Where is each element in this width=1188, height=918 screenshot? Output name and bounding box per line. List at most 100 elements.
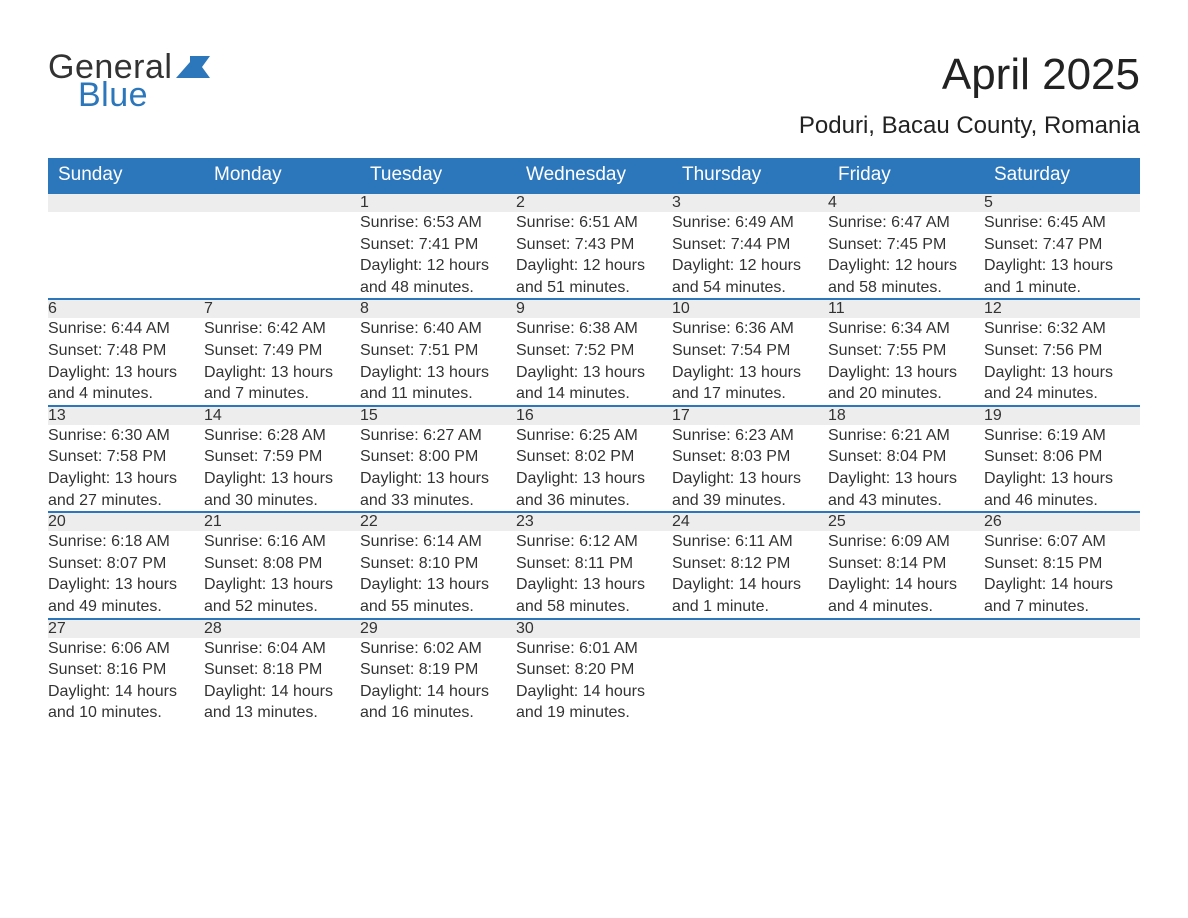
daylight-line: Daylight: 13 hours and 46 minutes. [984,468,1140,511]
daylight-line: Daylight: 13 hours and 43 minutes. [828,468,984,511]
day-content-cell: Sunrise: 6:44 AMSunset: 7:48 PMDaylight:… [48,318,204,404]
day-content-cell: Sunrise: 6:02 AMSunset: 8:19 PMDaylight:… [360,638,516,724]
sunrise-line: Sunrise: 6:30 AM [48,425,204,447]
day-content-cell: Sunrise: 6:30 AMSunset: 7:58 PMDaylight:… [48,425,204,511]
sunset-line: Sunset: 8:12 PM [672,553,828,575]
daylight-line: Daylight: 12 hours and 48 minutes. [360,255,516,298]
sunset-line: Sunset: 8:00 PM [360,446,516,468]
sunrise-line: Sunrise: 6:28 AM [204,425,360,447]
day-number-cell: 1 [360,194,516,212]
logo-word-2: Blue [78,78,210,112]
day-number-cell: 16 [516,407,672,425]
sunrise-line: Sunrise: 6:19 AM [984,425,1140,447]
day-content-row: Sunrise: 6:53 AMSunset: 7:41 PMDaylight:… [48,212,1140,298]
day-content-cell: Sunrise: 6:49 AMSunset: 7:44 PMDaylight:… [672,212,828,298]
day-number-cell [984,620,1140,638]
day-content-cell: Sunrise: 6:25 AMSunset: 8:02 PMDaylight:… [516,425,672,511]
day-number-cell: 11 [828,300,984,318]
sunrise-line: Sunrise: 6:27 AM [360,425,516,447]
sunset-line: Sunset: 8:15 PM [984,553,1140,575]
sunset-line: Sunset: 8:06 PM [984,446,1140,468]
sunrise-line: Sunrise: 6:18 AM [48,531,204,553]
sunset-line: Sunset: 8:04 PM [828,446,984,468]
sunrise-line: Sunrise: 6:21 AM [828,425,984,447]
sunset-line: Sunset: 8:02 PM [516,446,672,468]
sunrise-line: Sunrise: 6:32 AM [984,318,1140,340]
day-content-cell [48,212,204,298]
day-content-cell: Sunrise: 6:51 AMSunset: 7:43 PMDaylight:… [516,212,672,298]
sunrise-line: Sunrise: 6:01 AM [516,638,672,660]
day-number-cell: 26 [984,513,1140,531]
day-number-cell: 17 [672,407,828,425]
sunset-line: Sunset: 8:14 PM [828,553,984,575]
day-content-cell: Sunrise: 6:38 AMSunset: 7:52 PMDaylight:… [516,318,672,404]
day-content-cell [204,212,360,298]
sunrise-line: Sunrise: 6:36 AM [672,318,828,340]
sunset-line: Sunset: 7:47 PM [984,234,1140,256]
day-number-cell: 2 [516,194,672,212]
sunset-line: Sunset: 8:19 PM [360,659,516,681]
daylight-line: Daylight: 14 hours and 13 minutes. [204,681,360,724]
day-number-cell: 15 [360,407,516,425]
daylight-line: Daylight: 13 hours and 49 minutes. [48,574,204,617]
daylight-line: Daylight: 13 hours and 1 minute. [984,255,1140,298]
day-content-cell: Sunrise: 6:53 AMSunset: 7:41 PMDaylight:… [360,212,516,298]
day-number-cell: 21 [204,513,360,531]
day-number-row: 6789101112 [48,300,1140,318]
day-number-cell: 8 [360,300,516,318]
day-number-cell: 22 [360,513,516,531]
daylight-line: Daylight: 13 hours and 17 minutes. [672,362,828,405]
day-content-cell: Sunrise: 6:18 AMSunset: 8:07 PMDaylight:… [48,531,204,617]
day-content-cell: Sunrise: 6:45 AMSunset: 7:47 PMDaylight:… [984,212,1140,298]
sunrise-line: Sunrise: 6:07 AM [984,531,1140,553]
weekday-header: Friday [828,158,984,194]
sunset-line: Sunset: 7:59 PM [204,446,360,468]
day-number-cell: 18 [828,407,984,425]
day-number-cell: 13 [48,407,204,425]
day-number-row: 20212223242526 [48,513,1140,531]
sunset-line: Sunset: 8:11 PM [516,553,672,575]
weekday-header: Tuesday [360,158,516,194]
day-content-cell: Sunrise: 6:23 AMSunset: 8:03 PMDaylight:… [672,425,828,511]
day-number-row: 27282930 [48,620,1140,638]
weekday-header: Saturday [984,158,1140,194]
day-number-cell: 4 [828,194,984,212]
sunrise-line: Sunrise: 6:12 AM [516,531,672,553]
day-number-cell: 20 [48,513,204,531]
day-number-cell: 19 [984,407,1140,425]
sunset-line: Sunset: 8:03 PM [672,446,828,468]
day-number-cell: 30 [516,620,672,638]
sunrise-line: Sunrise: 6:09 AM [828,531,984,553]
sunrise-line: Sunrise: 6:40 AM [360,318,516,340]
sunrise-line: Sunrise: 6:38 AM [516,318,672,340]
daylight-line: Daylight: 13 hours and 39 minutes. [672,468,828,511]
weekday-header: Sunday [48,158,204,194]
day-number-row: 13141516171819 [48,407,1140,425]
sunrise-line: Sunrise: 6:02 AM [360,638,516,660]
day-number-cell: 27 [48,620,204,638]
day-number-cell: 23 [516,513,672,531]
day-number-cell: 6 [48,300,204,318]
day-content-cell: Sunrise: 6:34 AMSunset: 7:55 PMDaylight:… [828,318,984,404]
daylight-line: Daylight: 14 hours and 19 minutes. [516,681,672,724]
daylight-line: Daylight: 12 hours and 54 minutes. [672,255,828,298]
day-number-cell: 25 [828,513,984,531]
daylight-line: Daylight: 13 hours and 4 minutes. [48,362,204,405]
sunrise-line: Sunrise: 6:11 AM [672,531,828,553]
daylight-line: Daylight: 14 hours and 10 minutes. [48,681,204,724]
day-number-cell: 10 [672,300,828,318]
day-content-cell: Sunrise: 6:40 AMSunset: 7:51 PMDaylight:… [360,318,516,404]
day-content-cell: Sunrise: 6:11 AMSunset: 8:12 PMDaylight:… [672,531,828,617]
sunrise-line: Sunrise: 6:53 AM [360,212,516,234]
sunset-line: Sunset: 7:58 PM [48,446,204,468]
daylight-line: Daylight: 13 hours and 58 minutes. [516,574,672,617]
day-number-cell [204,194,360,212]
weekday-header-row: Sunday Monday Tuesday Wednesday Thursday… [48,158,1140,194]
sunset-line: Sunset: 7:41 PM [360,234,516,256]
daylight-line: Daylight: 12 hours and 51 minutes. [516,255,672,298]
sunrise-line: Sunrise: 6:23 AM [672,425,828,447]
daylight-line: Daylight: 14 hours and 16 minutes. [360,681,516,724]
day-content-cell: Sunrise: 6:01 AMSunset: 8:20 PMDaylight:… [516,638,672,724]
sunrise-line: Sunrise: 6:25 AM [516,425,672,447]
day-content-cell: Sunrise: 6:19 AMSunset: 8:06 PMDaylight:… [984,425,1140,511]
